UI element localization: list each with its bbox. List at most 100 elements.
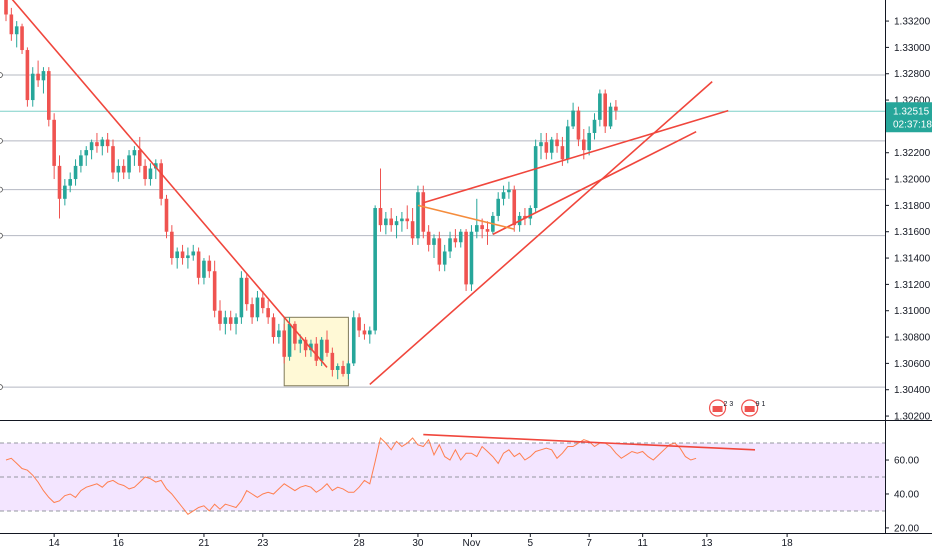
price-tick-label: 1.31400 xyxy=(894,254,931,265)
trendline xyxy=(11,0,328,368)
candle-body xyxy=(9,14,14,35)
candle-body xyxy=(73,165,78,180)
time-tick-label: 13 xyxy=(701,538,713,549)
candle-body xyxy=(469,231,474,285)
level-handle xyxy=(0,232,3,239)
countdown-label: 02:37:18 xyxy=(893,119,932,130)
time-tick-label: 30 xyxy=(412,538,424,549)
flag-icon xyxy=(744,406,755,412)
candle-body xyxy=(4,0,8,15)
price-tick-label: 1.33000 xyxy=(894,43,931,54)
candle-body xyxy=(592,119,597,133)
candle-body xyxy=(330,352,335,370)
candle-body xyxy=(170,231,174,259)
price-tick-label: 1.30400 xyxy=(894,385,931,396)
time-tick-label: 23 xyxy=(257,538,269,549)
candle-body xyxy=(512,189,517,226)
candle-body xyxy=(528,208,533,219)
last-price-label: 1.32515 xyxy=(893,106,930,117)
candle-body xyxy=(614,106,618,111)
level-handle xyxy=(0,137,3,144)
candle-body xyxy=(410,221,415,239)
price-tick-label: 1.30200 xyxy=(894,412,931,423)
candle-body xyxy=(154,163,158,169)
price-tick-label: 1.31000 xyxy=(894,306,931,317)
candle-body xyxy=(357,317,361,331)
candle-body xyxy=(244,277,249,305)
price-tick-label: 1.30800 xyxy=(894,333,931,344)
candle-body xyxy=(309,343,313,351)
time-axis[interactable]: 14 16 21 23 28 30 Nov 5 7 11 13 18 xyxy=(0,533,932,549)
rsi-pane[interactable] xyxy=(0,433,885,515)
candle-body xyxy=(271,317,276,338)
candle-body xyxy=(266,308,270,318)
candle-body xyxy=(148,168,153,180)
candle-body xyxy=(137,150,142,166)
candle-body xyxy=(14,26,19,35)
candle-body xyxy=(191,251,196,256)
candle-body xyxy=(84,150,89,156)
candle-body xyxy=(394,221,399,226)
candle-body xyxy=(453,238,458,243)
candle-body xyxy=(143,165,147,180)
trendline xyxy=(492,130,697,236)
candle-body xyxy=(68,179,72,186)
candle-body xyxy=(464,231,468,285)
price-tick-label: 1.32800 xyxy=(894,69,931,80)
candle-body xyxy=(287,323,292,357)
price-tick-label: 1.30600 xyxy=(894,359,931,370)
candle-body xyxy=(79,155,83,166)
candle-body xyxy=(533,146,538,209)
candle-body xyxy=(608,106,613,127)
candle-body xyxy=(442,251,447,265)
candle-body xyxy=(432,238,436,245)
candle-body xyxy=(202,260,206,278)
candle-body xyxy=(421,192,426,232)
candle-body xyxy=(368,330,372,335)
candle-body xyxy=(426,231,431,245)
price-pane[interactable]: 2 3 9 1 xyxy=(0,0,932,421)
trendline xyxy=(423,109,729,204)
candle-body xyxy=(582,139,586,151)
candle-body xyxy=(127,155,131,173)
candle-body xyxy=(282,330,286,357)
time-tick-label: 7 xyxy=(586,538,592,549)
candle-body xyxy=(544,142,549,153)
time-tick-label: 28 xyxy=(354,538,366,549)
candle-body xyxy=(341,366,345,374)
candle-body xyxy=(378,208,383,226)
candle-body xyxy=(20,26,24,51)
event-badge-count: 2 3 xyxy=(724,401,734,408)
candle-body xyxy=(36,73,40,81)
candle-body xyxy=(100,139,105,147)
time-tick-label: 16 xyxy=(113,538,125,549)
candle-body xyxy=(132,150,137,156)
candle-body xyxy=(212,271,217,311)
candle-body xyxy=(41,71,46,81)
price-axis[interactable]: 1.332001.330001.328001.326001.324001.322… xyxy=(885,0,932,534)
level-handle xyxy=(0,186,3,193)
candle-body xyxy=(400,218,404,222)
candle-body xyxy=(448,238,452,252)
candle-body xyxy=(89,142,94,151)
candle-body xyxy=(293,323,297,344)
candle-body xyxy=(261,297,265,309)
candle-body xyxy=(587,132,591,151)
candle-body xyxy=(565,126,570,160)
flag-icon xyxy=(712,406,723,412)
candle-body xyxy=(314,343,319,361)
candle-body xyxy=(105,139,110,147)
candle-body xyxy=(207,260,212,272)
rsi-tick-label: 40.00 xyxy=(894,489,919,500)
candle-body xyxy=(164,198,169,232)
candle-body xyxy=(57,165,62,199)
candle-body xyxy=(186,255,190,259)
candle-body xyxy=(346,363,351,374)
candle-body xyxy=(218,310,222,324)
candle-body xyxy=(325,339,329,353)
candle-body xyxy=(63,185,67,199)
level-handle xyxy=(0,384,3,390)
price-tick-label: 1.31600 xyxy=(894,227,931,238)
price-tick-label: 1.31800 xyxy=(894,201,931,212)
